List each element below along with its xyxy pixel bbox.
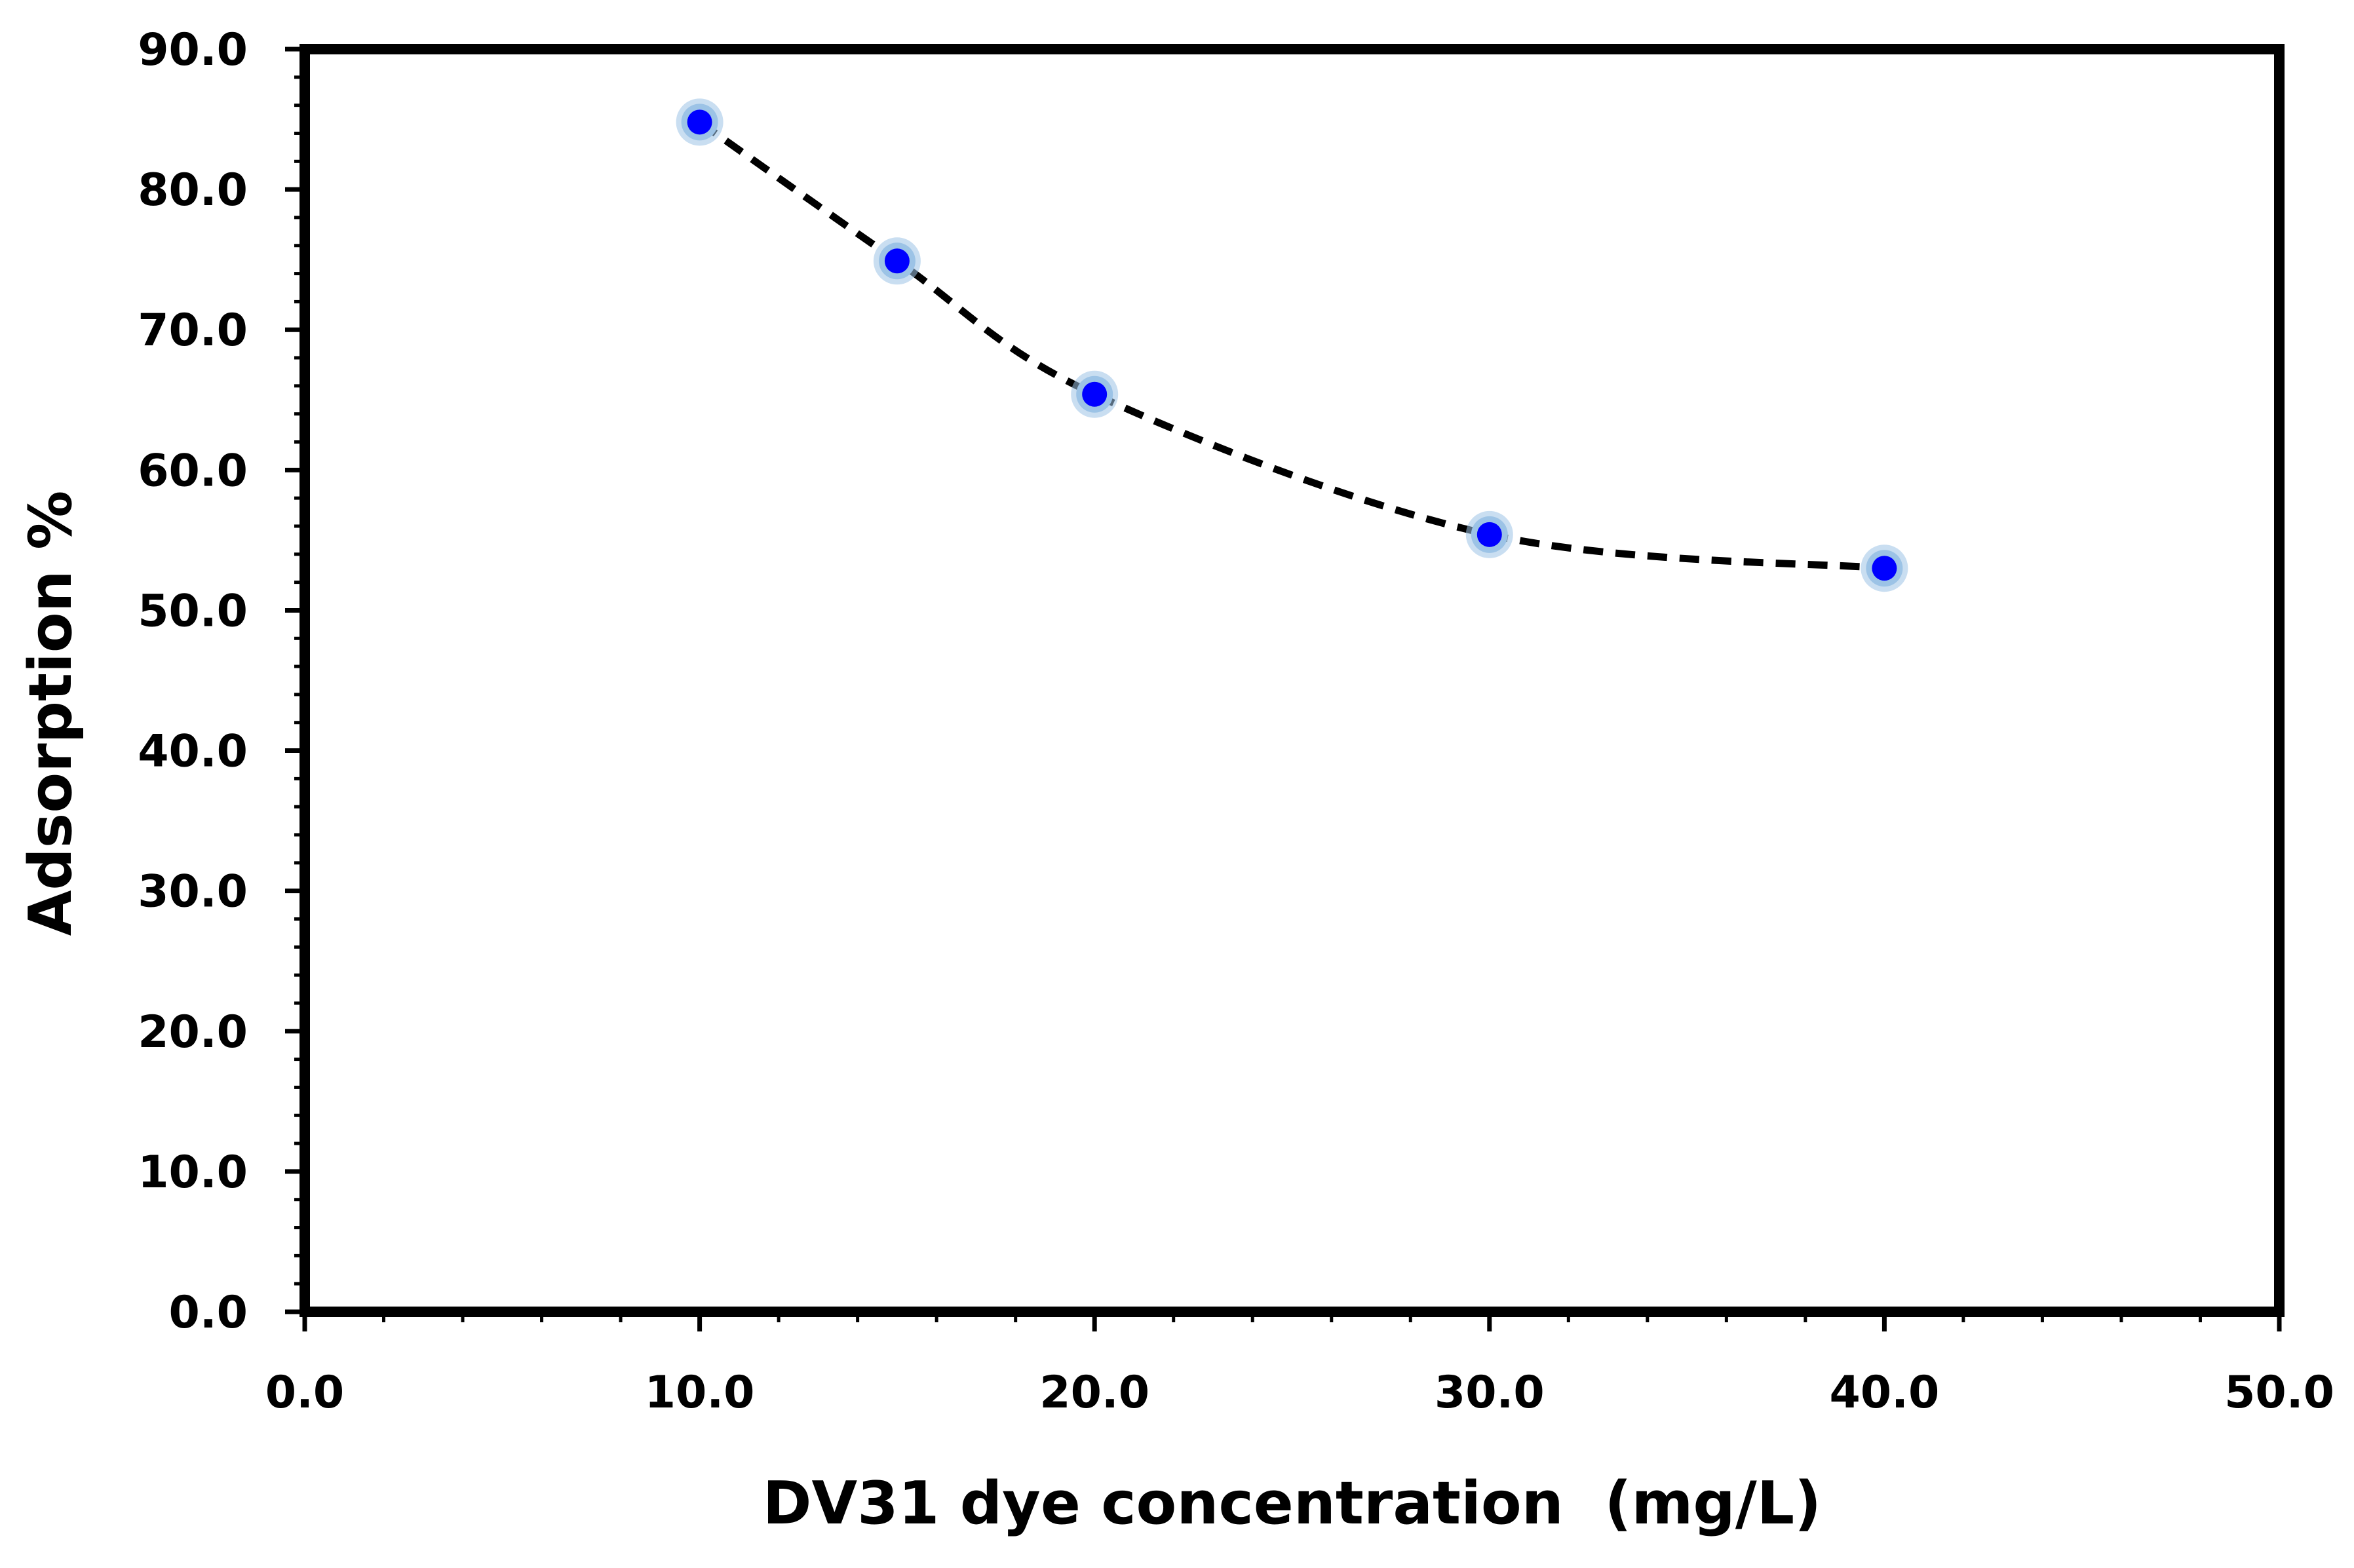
data-point bbox=[1071, 370, 1119, 418]
y-tick-label: 40.0 bbox=[138, 726, 248, 778]
y-tick-label: 20.0 bbox=[138, 1006, 248, 1058]
y-tick-label: 50.0 bbox=[138, 585, 248, 637]
data-point bbox=[1861, 545, 1908, 592]
data-point-marker bbox=[1082, 381, 1108, 407]
x-tick-label: 10.0 bbox=[645, 1367, 755, 1419]
y-tick-label: 60.0 bbox=[138, 445, 248, 497]
y-tick-label: 0.0 bbox=[169, 1287, 248, 1339]
x-tick-label: 20.0 bbox=[1039, 1367, 1149, 1419]
data-point bbox=[1465, 510, 1513, 558]
data-point-marker bbox=[687, 109, 712, 135]
x-tick-label: 30.0 bbox=[1435, 1367, 1545, 1419]
data-point-marker bbox=[1476, 522, 1502, 547]
x-tick-label: 0.0 bbox=[265, 1367, 344, 1419]
y-axis-title: Adsorption % bbox=[16, 491, 85, 936]
y-tick-label: 80.0 bbox=[138, 164, 248, 216]
data-point bbox=[676, 98, 724, 146]
x-tick-label: 50.0 bbox=[2224, 1367, 2334, 1419]
x-axis-title: DV31 dye concentration (mg/L) bbox=[763, 1469, 1821, 1538]
labels-layer: 0.0 10.0 20.0 30.0 40.0 50.0 0.0 10.0 20.0 30.0 40… bbox=[138, 24, 2334, 1419]
series-line bbox=[697, 119, 1885, 572]
data-point-marker bbox=[1872, 556, 1897, 581]
y-tick-label: 30.0 bbox=[138, 866, 248, 918]
data-point bbox=[873, 237, 921, 285]
plot-frame bbox=[299, 44, 2285, 1317]
y-tick-label: 90.0 bbox=[138, 24, 248, 76]
y-tick-label: 10.0 bbox=[138, 1147, 248, 1198]
y-tick-label: 70.0 bbox=[138, 305, 248, 356]
data-point-marker bbox=[884, 248, 910, 274]
ticks-layer bbox=[285, 47, 2282, 1331]
series-layer bbox=[676, 98, 1908, 592]
x-tick-label: 40.0 bbox=[1830, 1367, 1940, 1419]
